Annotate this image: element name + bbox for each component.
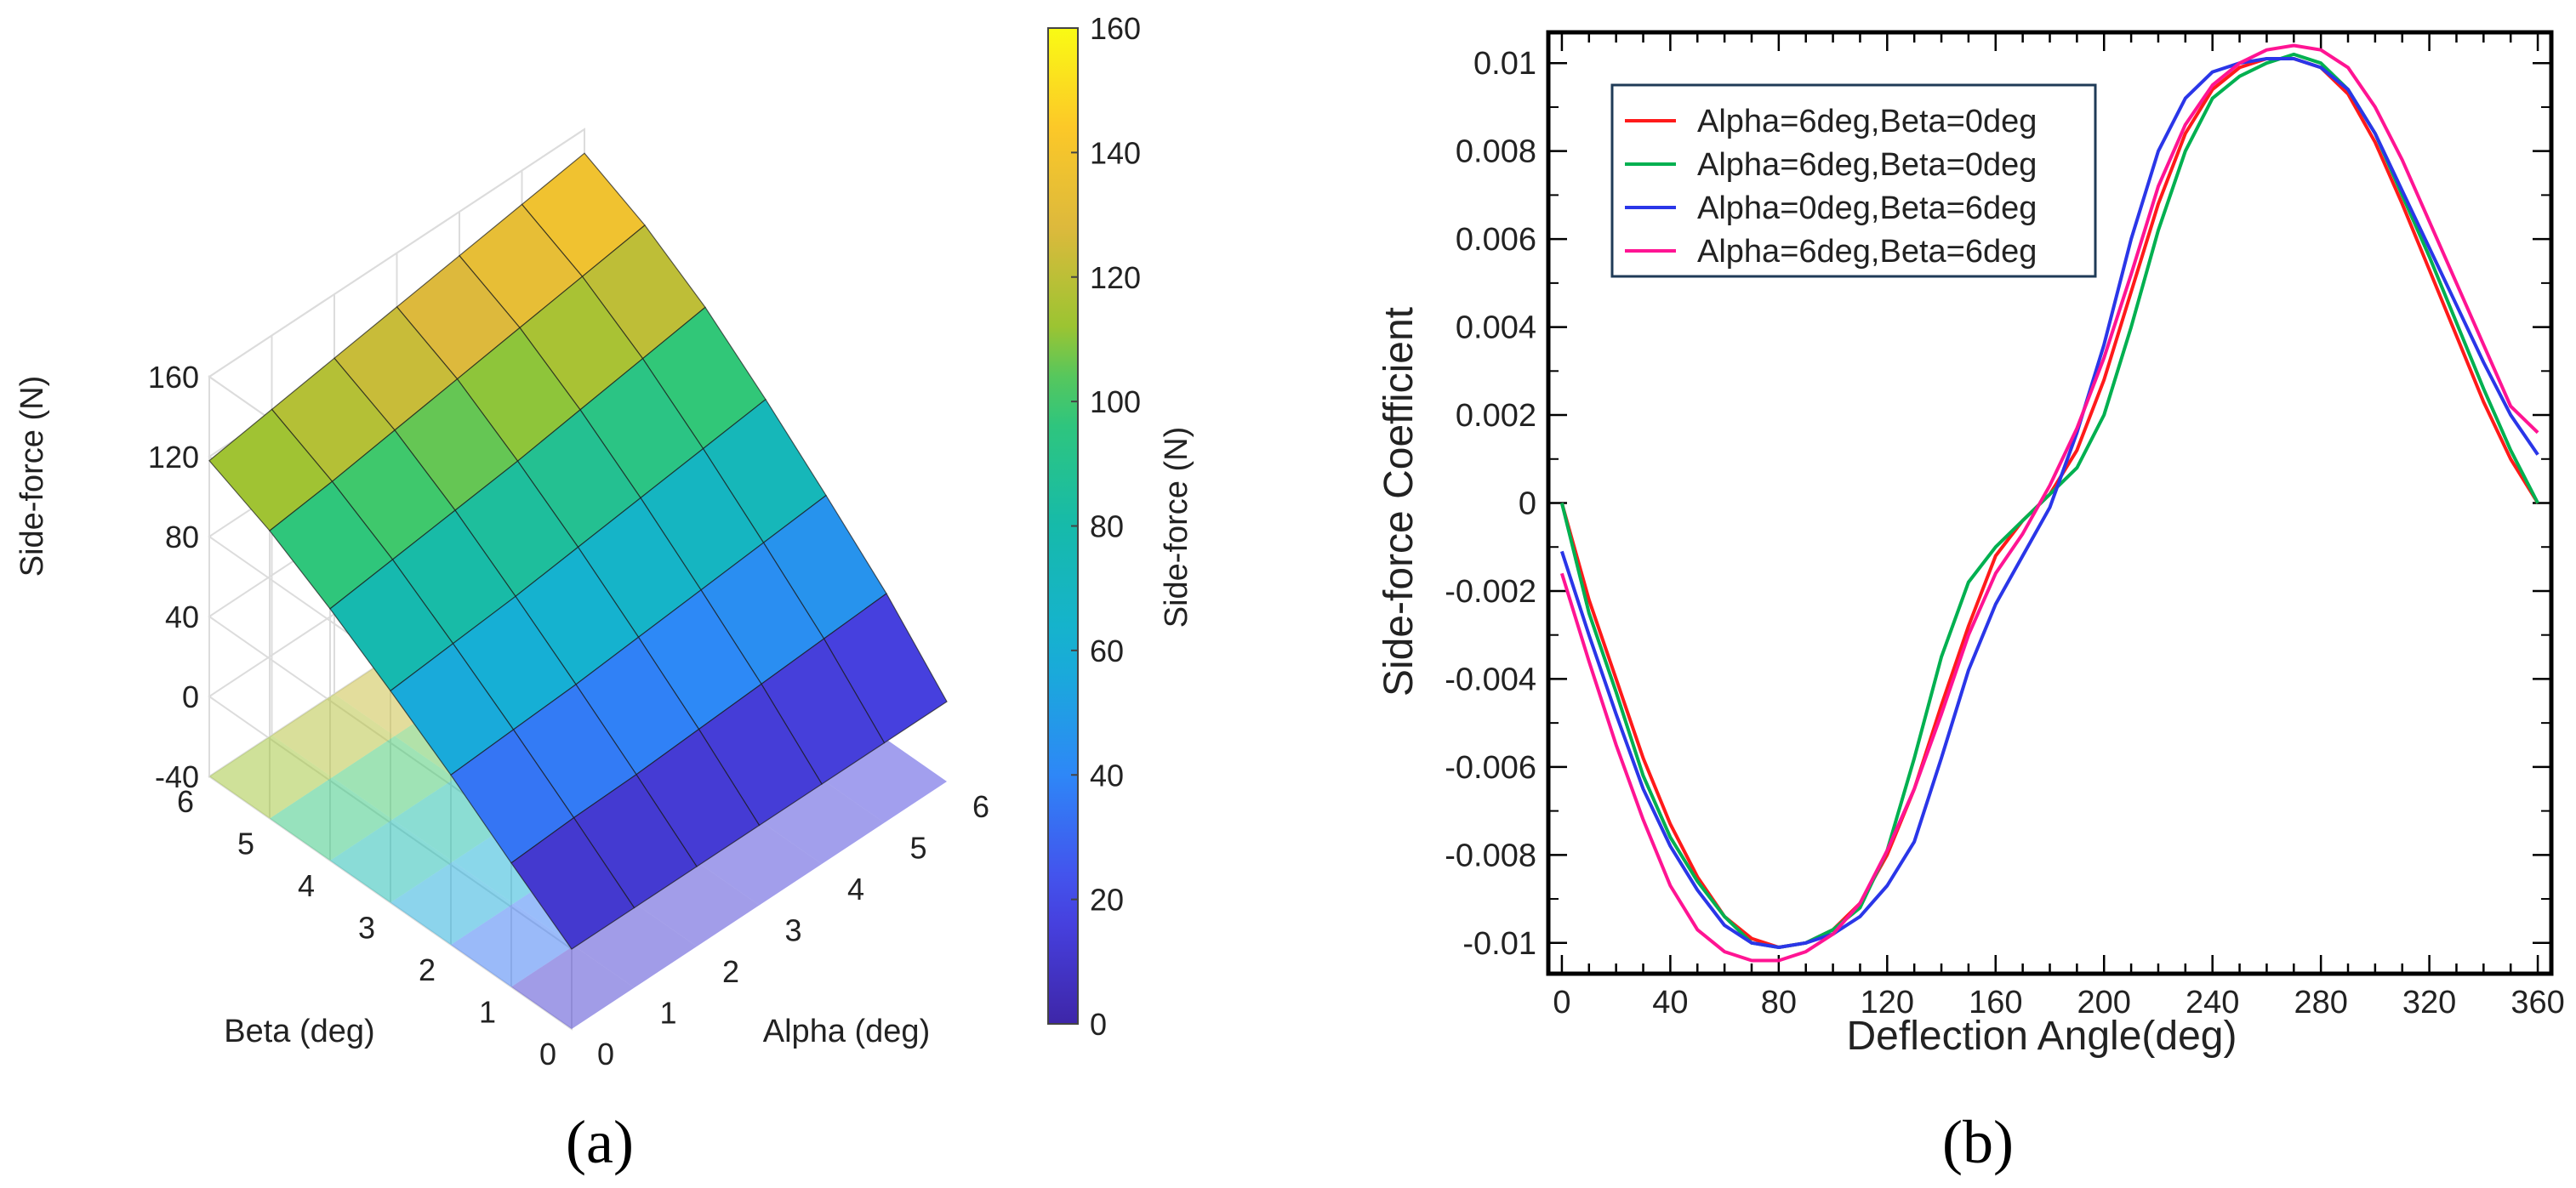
colorbar-tick-label: 140 (1090, 135, 1141, 170)
floor-projection-cell (332, 736, 455, 820)
beta-tick-label: 0 (539, 1037, 556, 1071)
y-tick-label: -0.004 (1445, 662, 1536, 697)
y-tick-label: -0.01 (1462, 926, 1536, 962)
alpha-tick-label: 5 (910, 831, 927, 866)
x-tick-label: 160 (1969, 985, 2022, 1020)
z-tick-label: 160 (148, 360, 199, 395)
beta-tick-label: 1 (479, 995, 496, 1030)
panel-b-caption: (b) (1942, 1108, 2014, 1176)
x-tick-label: 320 (2402, 985, 2456, 1020)
legend-label: Alpha=6deg,Beta=0deg (1697, 147, 2037, 183)
alpha-tick-label: 0 (597, 1037, 614, 1071)
beta-tick-label: 3 (358, 911, 375, 946)
floor-projection-cell (636, 863, 760, 946)
x-tick-label: 80 (1761, 985, 1797, 1020)
beta-axis-title: Beta (deg) (224, 1014, 374, 1049)
y-tick-label: -0.006 (1445, 750, 1536, 786)
legend-label: Alpha=0deg,Beta=6deg (1697, 190, 2037, 226)
z-tick-label: 80 (165, 520, 199, 554)
floor-projection-cell (330, 819, 453, 903)
y-tick-label: 0.004 (1456, 310, 1536, 346)
x-tick-label: 200 (2077, 985, 2131, 1020)
colorbar-tick-label: 0 (1090, 1007, 1107, 1042)
y-axis-title: Side-force Coefficient (1376, 307, 1422, 696)
floor-projection-cell (209, 735, 333, 819)
beta-tick-label: 2 (419, 952, 436, 987)
x-tick-label: 360 (2510, 985, 2564, 1020)
beta-tick-label: 4 (298, 868, 315, 903)
alpha-tick-label: 4 (847, 872, 864, 907)
z-tick-label: 0 (182, 679, 199, 714)
y-tick-label: 0.008 (1456, 134, 1536, 170)
panel-a-caption: (a) (566, 1108, 634, 1176)
x-tick-label: 240 (2186, 985, 2239, 1020)
surface-cell (510, 816, 635, 950)
y-tick-label: -0.002 (1445, 574, 1536, 610)
floor-projection-cell (698, 821, 822, 906)
floor-projection-cell (511, 946, 635, 1029)
y-tick-label: 0 (1519, 486, 1536, 522)
alpha-tick-label: 2 (722, 954, 739, 989)
floor-projection-cell (390, 861, 514, 945)
floor-projection-cell (761, 781, 885, 864)
z-tick-label: 120 (148, 440, 199, 475)
floor-projection-cell (573, 904, 697, 988)
z-axis-title: Side-force (N) (14, 376, 50, 577)
colorbar-tick-label: 20 (1090, 883, 1124, 918)
x-tick-label: 40 (1652, 985, 1688, 1020)
colorbar-tick-label: 160 (1090, 11, 1141, 46)
series-line (1559, 57, 2539, 949)
panel-b-line-chart: 0 40 80 120 160 200 240 280 320 360 0.01 0.008 0.006… (1376, 30, 2565, 1059)
floor-projection-cell (271, 694, 395, 777)
colorbar-tick-label: 100 (1090, 384, 1141, 419)
legend-label: Alpha=6deg,Beta=0deg (1697, 104, 2037, 139)
alpha-tick-label: 1 (660, 996, 677, 1031)
colorbar-tick-label: 120 (1090, 260, 1141, 295)
colorbar-tick-label: 40 (1090, 758, 1124, 793)
z-tick-label: 40 (165, 600, 199, 634)
beta-tick-label: 6 (177, 784, 194, 819)
alpha-tick-label: 3 (785, 913, 802, 948)
colorbar-tick-label: 80 (1090, 509, 1124, 544)
z-tick-label: -40 (155, 759, 199, 794)
y-tick-label: 0.002 (1456, 398, 1536, 434)
colorbar-tick-label: 60 (1090, 634, 1124, 668)
floor-projection-cell (451, 903, 574, 987)
y-tick-label: 0.006 (1456, 222, 1536, 258)
x-tick-label: 280 (2294, 985, 2347, 1020)
y-tick-label: 0.01 (1473, 46, 1536, 82)
series-line (1559, 43, 2539, 963)
floor-projection-cell (270, 777, 393, 861)
x-axis-title: Deflection Angle(deg) (1847, 1014, 2237, 1059)
x-tick-label: 0 (1553, 985, 1570, 1020)
beta-tick-label: 5 (237, 827, 254, 861)
legend-box (1610, 83, 2097, 278)
floor-projection-cell (824, 739, 947, 823)
alpha-tick-label: 6 (972, 789, 989, 824)
colorbar-title: Side-force (N) (1159, 427, 1194, 628)
alpha-axis-title: Alpha (deg) (763, 1014, 930, 1049)
legend-label: Alpha=6deg,Beta=6deg (1697, 234, 2037, 270)
x-tick-label: 120 (1861, 985, 1914, 1020)
y-tick-label: -0.008 (1445, 838, 1536, 873)
